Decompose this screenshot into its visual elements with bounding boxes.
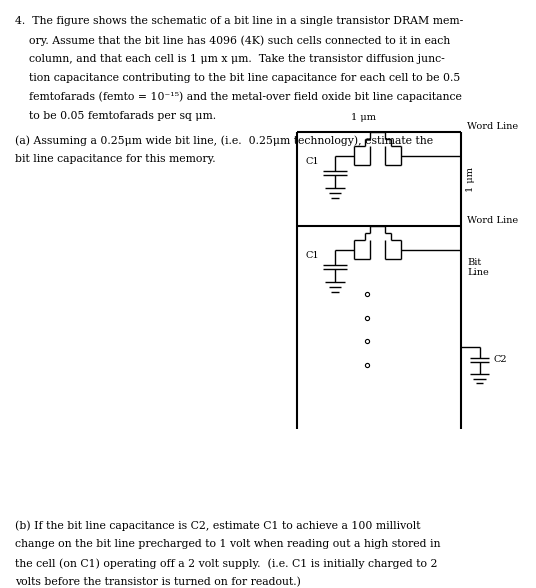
Text: volts before the transistor is turned on for readout.): volts before the transistor is turned on… xyxy=(15,577,301,587)
Text: 4.  The figure shows the schematic of a bit line in a single transistor DRAM mem: 4. The figure shows the schematic of a b… xyxy=(15,16,463,26)
Text: ory. Assume that the bit line has 4096 (4K) such cells connected to it in each: ory. Assume that the bit line has 4096 (… xyxy=(15,35,450,46)
Text: 1 μm: 1 μm xyxy=(466,167,475,192)
Text: Word Line: Word Line xyxy=(467,122,518,131)
Text: Word Line: Word Line xyxy=(467,216,518,225)
Text: 1 μm: 1 μm xyxy=(351,113,376,122)
Text: C2: C2 xyxy=(494,355,507,365)
Text: (b) If the bit line capacitance is C2, estimate C1 to achieve a 100 millivolt: (b) If the bit line capacitance is C2, e… xyxy=(15,520,421,531)
Text: femtofarads (femto = 10⁻¹⁵) and the metal-over field oxide bit line capacitance: femtofarads (femto = 10⁻¹⁵) and the meta… xyxy=(15,92,462,102)
Text: bit line capacitance for this memory.: bit line capacitance for this memory. xyxy=(15,154,215,164)
Text: column, and that each cell is 1 μm x μm.  Take the transistor diffusion junc-: column, and that each cell is 1 μm x μm.… xyxy=(15,54,445,64)
Text: (a) Assuming a 0.25μm wide bit line, (i.e.  0.25μm technology), estimate the: (a) Assuming a 0.25μm wide bit line, (i.… xyxy=(15,135,433,146)
Text: to be 0.05 femtofarads per sq μm.: to be 0.05 femtofarads per sq μm. xyxy=(15,111,216,121)
Text: change on the bit line precharged to 1 volt when reading out a high stored in: change on the bit line precharged to 1 v… xyxy=(15,539,441,549)
Text: C1: C1 xyxy=(306,157,319,166)
Text: Bit
Line: Bit Line xyxy=(467,258,489,277)
Text: the cell (on C1) operating off a 2 volt supply.  (i.e. C1 is initially charged t: the cell (on C1) operating off a 2 volt … xyxy=(15,558,437,569)
Text: C1: C1 xyxy=(306,251,319,260)
Text: tion capacitance contributing to the bit line capacitance for each cell to be 0.: tion capacitance contributing to the bit… xyxy=(15,73,460,83)
